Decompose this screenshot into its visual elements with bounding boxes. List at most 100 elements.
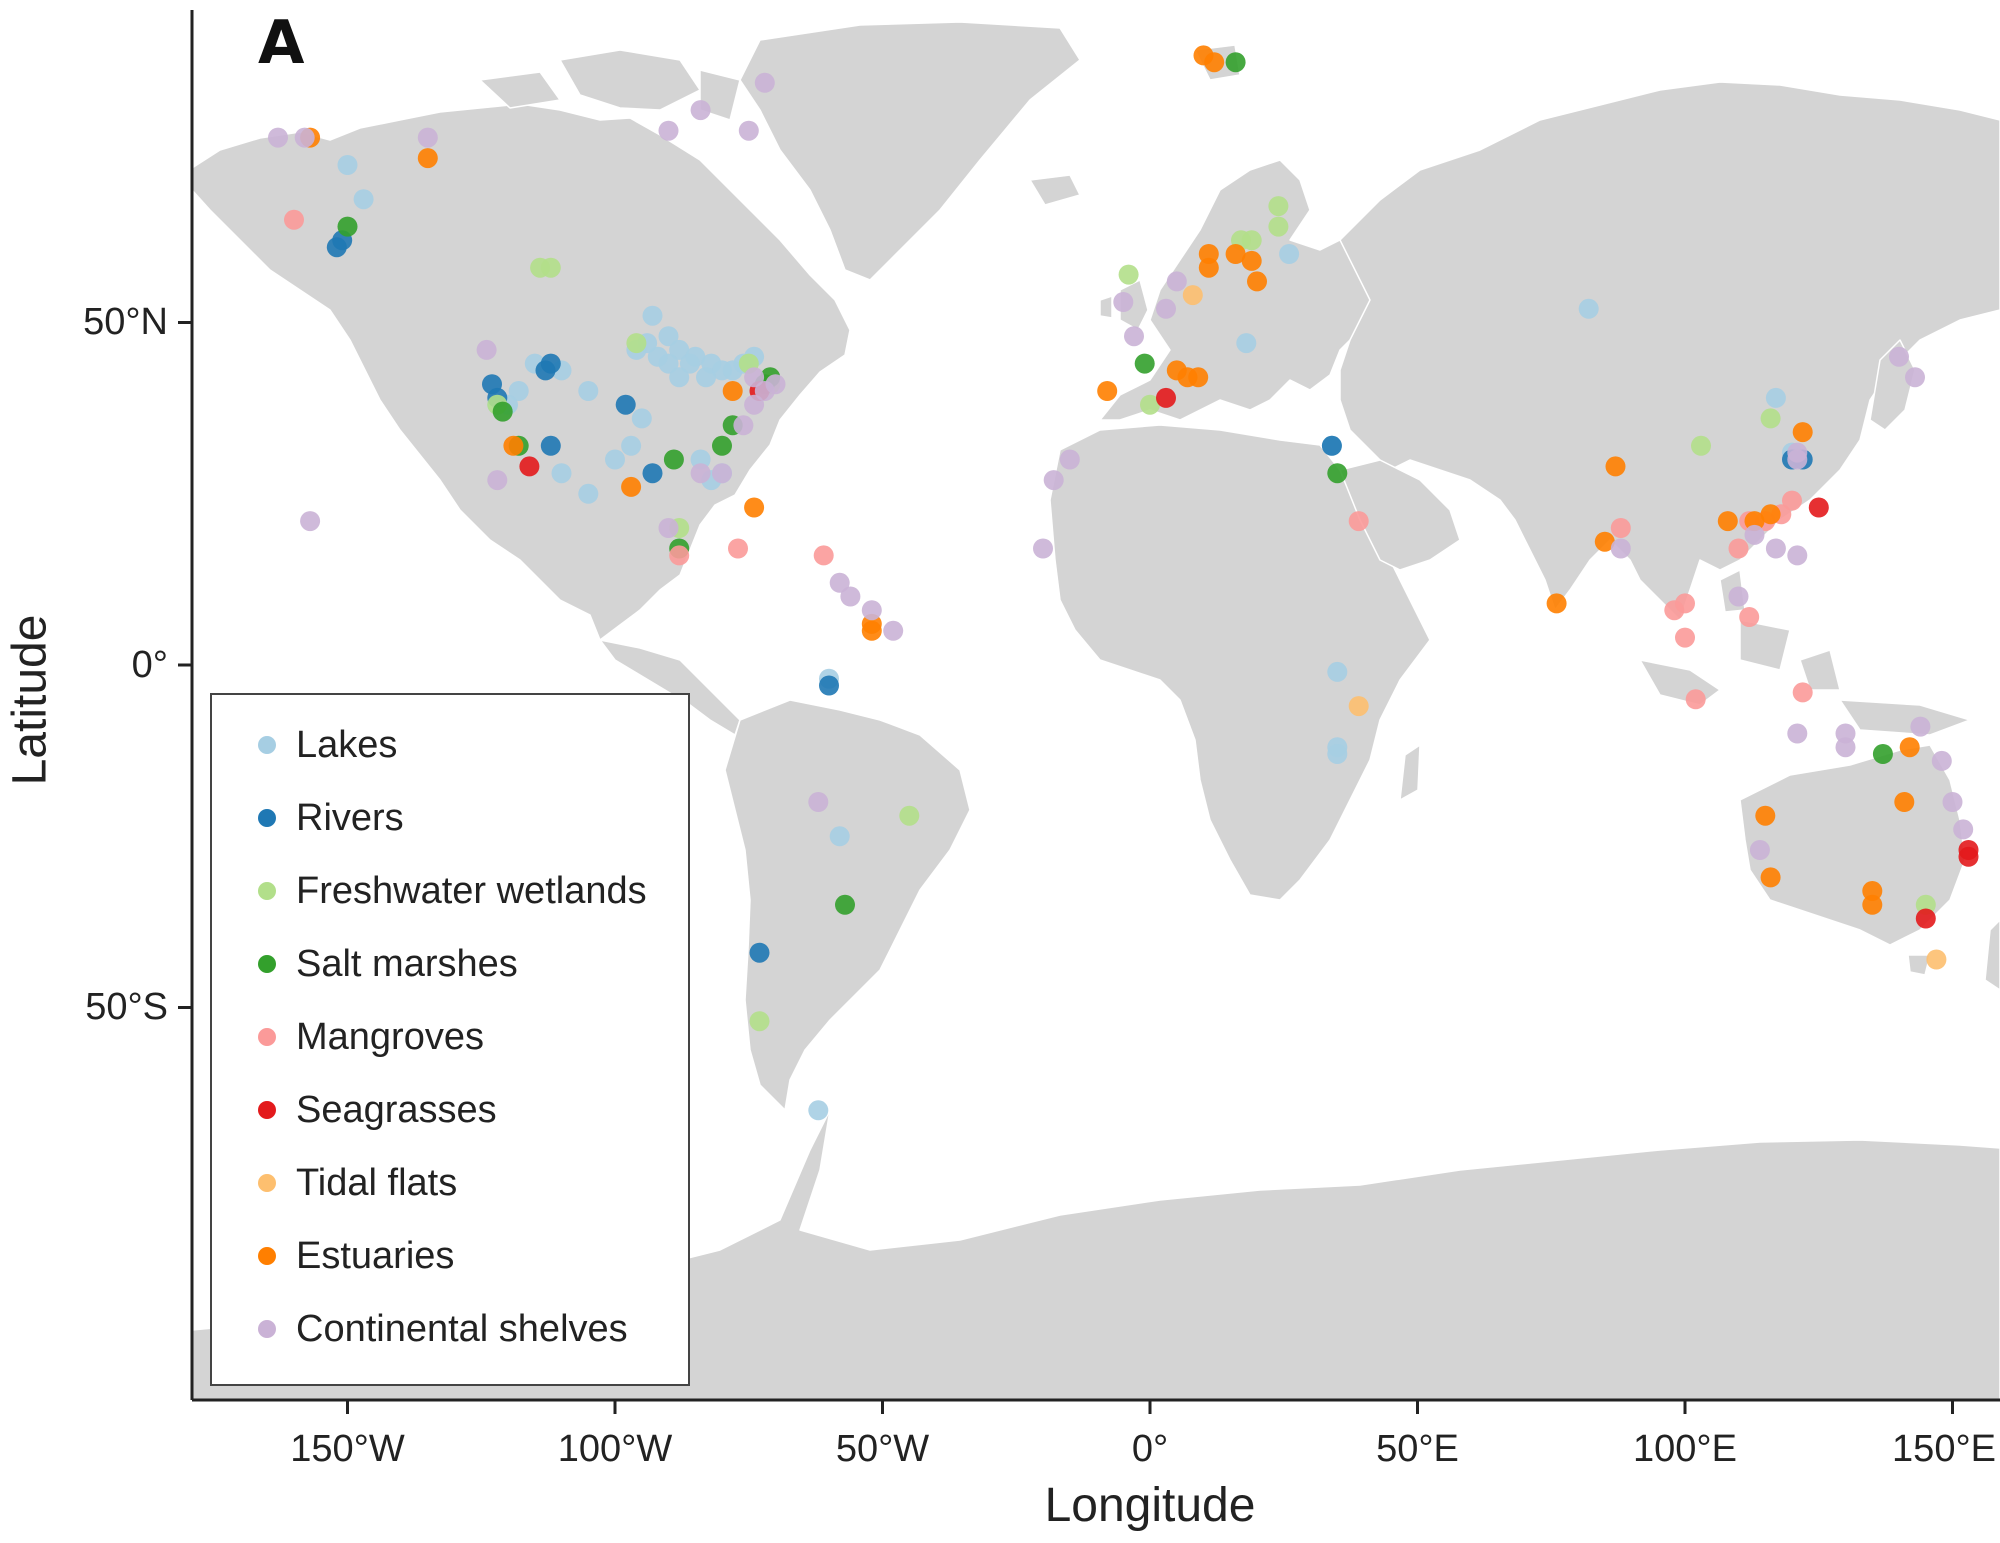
data-point: [722, 381, 743, 401]
data-point: [337, 216, 358, 237]
legend-swatch: [258, 955, 276, 973]
data-point: [1862, 894, 1883, 915]
legend-item-rivers: Rivers: [258, 788, 404, 848]
data-point: [1872, 744, 1893, 764]
data-point: [1835, 723, 1856, 744]
data-point: [605, 449, 625, 470]
data-point: [1348, 696, 1369, 717]
data-point: [663, 449, 684, 470]
data-point: [503, 435, 524, 456]
data-point: [1685, 689, 1706, 710]
data-point: [1926, 949, 1947, 970]
data-point: [1118, 264, 1139, 285]
land-greenland: [739, 21, 1081, 281]
data-point: [1787, 545, 1808, 566]
data-point: [1043, 470, 1064, 491]
data-points: [268, 45, 1979, 1121]
data-point: [1760, 867, 1781, 888]
data-point: [621, 476, 642, 497]
data-point: [1241, 250, 1262, 271]
legend-item-freshwater-wetlands: Freshwater wetlands: [258, 861, 647, 921]
data-point: [808, 792, 829, 812]
data-point: [1198, 257, 1219, 278]
data-point: [1097, 381, 1118, 401]
legend-item-lakes: Lakes: [258, 715, 397, 775]
legend-label: Mangroves: [296, 1015, 484, 1058]
data-point: [690, 463, 711, 484]
data-point: [749, 942, 770, 963]
x-tick-label: 150°W: [290, 1428, 405, 1470]
data-point: [1931, 750, 1952, 771]
data-point: [540, 353, 561, 374]
x-axis-title: Longitude: [1044, 1479, 1256, 1532]
data-point: [1594, 531, 1615, 552]
panel-label: A: [258, 8, 305, 78]
data-point: [1182, 285, 1203, 306]
data-point: [1744, 524, 1765, 545]
land-asia: [1339, 81, 2000, 621]
data-point: [1166, 271, 1187, 292]
data-point: [1198, 244, 1219, 264]
data-point: [1033, 538, 1053, 559]
data-point: [1755, 805, 1776, 826]
legend-item-salt-marshes: Salt marshes: [258, 934, 518, 994]
data-point: [1059, 449, 1080, 470]
legend-item-mangroves: Mangroves: [258, 1007, 484, 1067]
legend-label: Lakes: [296, 723, 398, 766]
legend-swatch: [258, 809, 276, 827]
data-point: [1156, 387, 1176, 408]
data-point: [1348, 511, 1369, 532]
y-tick-label: 50°N: [83, 301, 168, 343]
data-point: [754, 72, 775, 93]
data-point: [268, 127, 288, 148]
data-point: [417, 148, 438, 169]
data-point: [754, 381, 775, 401]
data-point: [1915, 894, 1936, 915]
data-point: [1188, 367, 1209, 388]
data-point: [1717, 511, 1738, 532]
data-point: [284, 209, 304, 230]
data-point: [1327, 463, 1348, 484]
data-point: [1835, 737, 1856, 758]
data-point: [551, 463, 572, 484]
data-point: [1675, 627, 1695, 648]
x-tick-label: 100°E: [1633, 1428, 1737, 1470]
data-point: [1610, 538, 1631, 559]
data-point: [1204, 52, 1225, 73]
data-point: [669, 339, 690, 360]
land-arabia: [1339, 459, 1461, 571]
data-point: [819, 675, 839, 696]
data-point: [1765, 538, 1786, 559]
legend-label: Tidal flats: [296, 1161, 458, 1204]
data-point: [1268, 216, 1289, 237]
y-tick-marks: [178, 321, 192, 1009]
series-continental-shelves: [268, 72, 1974, 860]
legend-item-tidal-flats: Tidal flats: [258, 1153, 457, 1213]
data-point: [642, 463, 663, 484]
data-point: [728, 538, 748, 559]
legend-swatch: [258, 1101, 276, 1119]
data-point: [1787, 449, 1808, 470]
data-point: [1327, 744, 1348, 764]
data-point: [712, 435, 732, 456]
data-point: [1958, 846, 1979, 867]
data-point: [1862, 881, 1883, 901]
data-point: [508, 381, 529, 401]
data-point: [353, 189, 374, 210]
land-madagascar: [1399, 744, 1421, 801]
data-point: [417, 127, 438, 148]
data-point: [808, 1100, 829, 1121]
data-point: [1915, 908, 1936, 929]
data-point: [658, 120, 679, 141]
data-point: [1894, 792, 1915, 812]
data-point: [519, 456, 540, 477]
data-point: [1787, 723, 1808, 744]
data-point: [487, 470, 508, 491]
data-point: [540, 435, 561, 456]
data-point: [1675, 593, 1695, 614]
data-point: [1236, 333, 1257, 354]
data-point: [1728, 586, 1749, 607]
data-point: [1765, 387, 1786, 408]
data-point: [578, 483, 599, 504]
data-point: [744, 367, 765, 388]
